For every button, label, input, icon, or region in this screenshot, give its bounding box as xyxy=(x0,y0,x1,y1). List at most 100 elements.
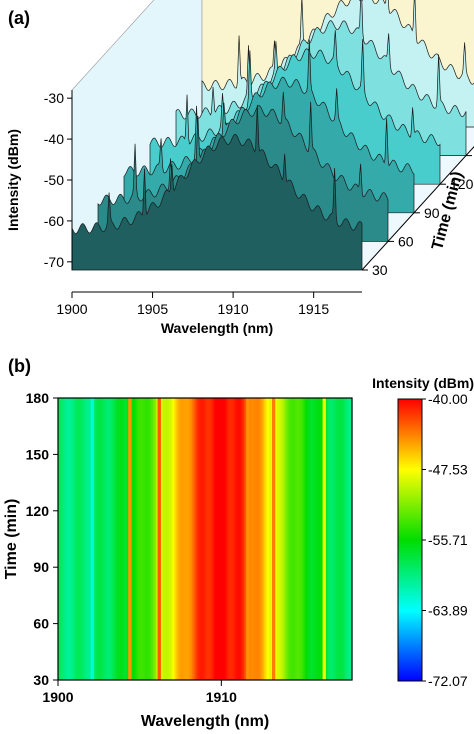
heatmap-column xyxy=(254,398,257,680)
heatmap-column xyxy=(236,398,239,680)
heatmap-column xyxy=(242,398,245,680)
heatmap-column xyxy=(275,398,278,680)
heatmap-column xyxy=(237,398,240,680)
heatmap xyxy=(58,398,353,680)
heatmap-column xyxy=(224,398,227,680)
heatmap-column xyxy=(165,398,169,680)
z-tick-label: 30 xyxy=(372,262,388,278)
heatmap-column xyxy=(100,398,103,680)
heatmap-column xyxy=(338,398,342,680)
heatmap-column xyxy=(64,398,67,680)
heatmap-column xyxy=(151,398,154,680)
heatmap-column xyxy=(89,398,92,680)
heatmap-column xyxy=(311,398,314,680)
colorbar-tick-label: -55.71 xyxy=(428,532,468,548)
heatmap-column xyxy=(133,398,136,680)
heatmap-column xyxy=(190,398,193,680)
x-tick-label: 1910 xyxy=(206,689,237,705)
heatmap-column xyxy=(128,398,131,680)
heatmap-column xyxy=(345,398,348,680)
z-tick-label: 60 xyxy=(398,233,414,249)
x-tick-label: 1905 xyxy=(137,301,168,317)
heatmap-column xyxy=(58,398,61,680)
heatmap-column xyxy=(159,398,162,680)
heatmap-column xyxy=(126,398,129,680)
heatmap-column xyxy=(177,398,180,680)
heatmap-column xyxy=(92,398,95,680)
heatmap-column xyxy=(281,398,284,680)
heatmap-column xyxy=(164,398,167,680)
heatmap-column xyxy=(196,398,200,680)
heatmap-column xyxy=(82,398,85,680)
heatmap-column xyxy=(206,398,209,680)
heatmap-column xyxy=(304,398,307,680)
heatmap-column xyxy=(208,398,211,680)
heatmap-column xyxy=(337,398,340,680)
heatmap-column xyxy=(250,398,253,680)
heatmap-column xyxy=(95,398,98,680)
heatmap-column xyxy=(258,398,262,680)
heatmap-column xyxy=(111,398,115,680)
heatmap-column xyxy=(71,398,74,680)
heatmap-column xyxy=(139,398,142,680)
y-axis-title: Intensity (dBm) xyxy=(5,129,21,231)
heatmap-column xyxy=(74,398,77,680)
heatmap-column xyxy=(138,398,141,680)
heatmap-column xyxy=(59,398,62,680)
heatmap-column xyxy=(147,398,151,680)
heatmap-column xyxy=(239,398,242,680)
heatmap-column xyxy=(180,398,183,680)
heatmap-column xyxy=(178,398,182,680)
colorbar-tick-label: -72.07 xyxy=(428,673,468,689)
y-tick-label: -70 xyxy=(44,254,64,270)
heatmap-column xyxy=(90,398,93,680)
colorbar-tick-label: -40.00 xyxy=(428,391,468,407)
colorbar-tick-label: -47.53 xyxy=(428,462,468,478)
heatmap-column xyxy=(214,398,218,680)
waterfall-series xyxy=(71,0,474,271)
heatmap-column xyxy=(121,398,124,680)
heatmap-column xyxy=(267,398,270,680)
heatmap-column xyxy=(319,398,322,680)
heatmap-column xyxy=(296,398,299,680)
heatmap-column xyxy=(170,398,173,680)
heatmap-column xyxy=(257,398,260,680)
heatmap-column xyxy=(123,398,126,680)
heatmap-column xyxy=(299,398,302,680)
x-axis-title: Wavelength (nm) xyxy=(141,713,269,730)
heatmap-column xyxy=(306,398,309,680)
heatmap-column xyxy=(271,398,275,680)
heatmap-column xyxy=(335,398,338,680)
panel-b: (b) 30 60 90 120 150 180 1900 1910 Wavelength (… xyxy=(3,356,474,730)
heatmap-column xyxy=(247,398,250,680)
x-axis-title: Wavelength (nm) xyxy=(161,320,273,336)
heatmap-column xyxy=(255,398,258,680)
heatmap-column xyxy=(118,398,121,680)
heatmap-column xyxy=(268,398,271,680)
colorbar xyxy=(397,398,423,682)
heatmap-column xyxy=(67,398,71,680)
heatmap-column xyxy=(232,398,235,680)
heatmap-column xyxy=(146,398,149,680)
z-axis-line xyxy=(361,146,474,271)
heatmap-column xyxy=(102,398,105,680)
heatmap-column xyxy=(286,398,289,680)
heatmap-column xyxy=(342,398,345,680)
heatmap-column xyxy=(191,398,195,680)
heatmap-column xyxy=(285,398,288,680)
heatmap-column xyxy=(219,398,222,680)
heatmap-column xyxy=(198,398,201,680)
heatmap-column xyxy=(108,398,111,680)
heatmap-column xyxy=(107,398,110,680)
heatmap-column xyxy=(347,398,350,680)
heatmap-column xyxy=(221,398,224,680)
heatmap-column xyxy=(129,398,133,680)
heatmap-column xyxy=(105,398,108,680)
colorbar-tick-label: -63.89 xyxy=(428,603,468,619)
x-tick-label: 1910 xyxy=(218,301,249,317)
heatmap-column xyxy=(80,398,84,680)
heatmap-column xyxy=(316,398,319,680)
x-tick-label: 1900 xyxy=(42,689,73,705)
heatmap-column xyxy=(270,398,273,680)
